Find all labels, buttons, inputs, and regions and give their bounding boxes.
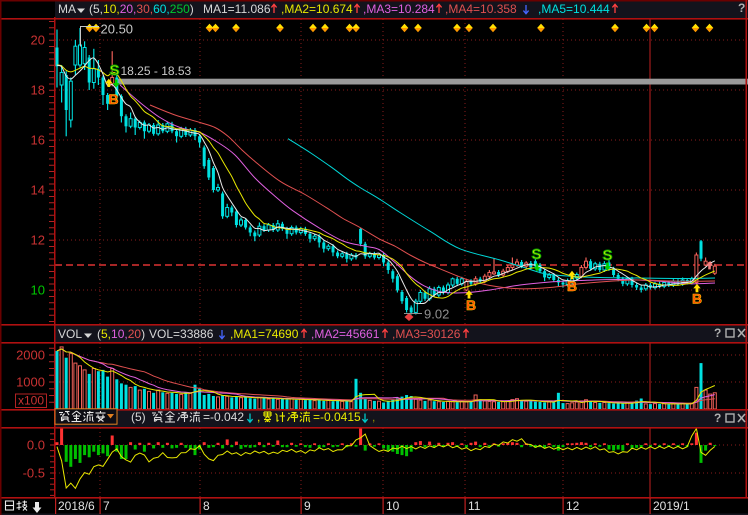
- svg-text:10: 10: [31, 283, 45, 298]
- svg-text:VOL=33886: VOL=33886: [149, 327, 214, 341]
- svg-text:10: 10: [386, 499, 400, 513]
- svg-text:,MA1=74690: ,MA1=74690: [230, 327, 299, 341]
- svg-text:(5): (5): [131, 410, 146, 424]
- svg-text:B: B: [692, 291, 702, 307]
- svg-text:18.25 - 18.53: 18.25 - 18.53: [121, 64, 192, 78]
- svg-text:B: B: [466, 297, 476, 313]
- svg-text:,MA2=45661: ,MA2=45661: [311, 327, 380, 341]
- svg-text:9: 9: [304, 499, 311, 513]
- svg-text:14: 14: [31, 183, 45, 198]
- svg-text:,MA3=10.284: ,MA3=10.284: [363, 2, 435, 16]
- svg-text:18: 18: [31, 83, 45, 98]
- svg-text:,MA3=30126: ,MA3=30126: [392, 327, 461, 341]
- svg-text:16: 16: [31, 133, 45, 148]
- svg-text:,MA5=10.444: ,MA5=10.444: [538, 2, 610, 16]
- svg-text:?: ?: [714, 326, 721, 340]
- svg-text:8: 8: [203, 499, 210, 513]
- svg-text:12: 12: [31, 233, 45, 248]
- svg-text:MA: MA: [58, 2, 76, 16]
- svg-text:MA1=11.086: MA1=11.086: [203, 2, 271, 16]
- svg-text:?: ?: [714, 411, 721, 425]
- svg-text:S: S: [531, 246, 541, 263]
- svg-text:-0.5: -0.5: [23, 466, 45, 481]
- svg-text:S: S: [109, 62, 119, 79]
- svg-text:,: ,: [372, 410, 375, 424]
- svg-text:0.0: 0.0: [27, 438, 45, 453]
- svg-text:,MA2=10.674: ,MA2=10.674: [281, 2, 353, 16]
- svg-text:x100: x100: [18, 394, 44, 408]
- svg-text:(5,10,20): (5,10,20): [97, 327, 145, 341]
- svg-text:2018/6: 2018/6: [58, 499, 95, 513]
- svg-text:=-0.042: =-0.042: [203, 410, 244, 424]
- svg-text:2019/1: 2019/1: [653, 499, 690, 513]
- svg-text:12: 12: [566, 499, 580, 513]
- svg-text:B: B: [567, 278, 577, 294]
- svg-text:11: 11: [468, 499, 481, 513]
- svg-text:=-0.0415: =-0.0415: [313, 410, 361, 424]
- svg-text:B: B: [108, 91, 118, 107]
- svg-text:,: ,: [257, 410, 260, 424]
- svg-text:S: S: [602, 247, 612, 264]
- svg-text:VOL: VOL: [58, 327, 82, 341]
- svg-text:,MA4=10.358: ,MA4=10.358: [445, 2, 517, 16]
- svg-text:7: 7: [103, 499, 110, 513]
- svg-text:20.50: 20.50: [101, 22, 134, 37]
- svg-text:2000: 2000: [16, 348, 45, 363]
- svg-text:1000: 1000: [16, 375, 45, 390]
- svg-text:?: ?: [738, 1, 745, 15]
- svg-text:(5,10,20,30,60,250): (5,10,20,30,60,250): [89, 2, 194, 16]
- svg-text:9.02: 9.02: [424, 307, 449, 322]
- svg-text:20: 20: [31, 33, 45, 48]
